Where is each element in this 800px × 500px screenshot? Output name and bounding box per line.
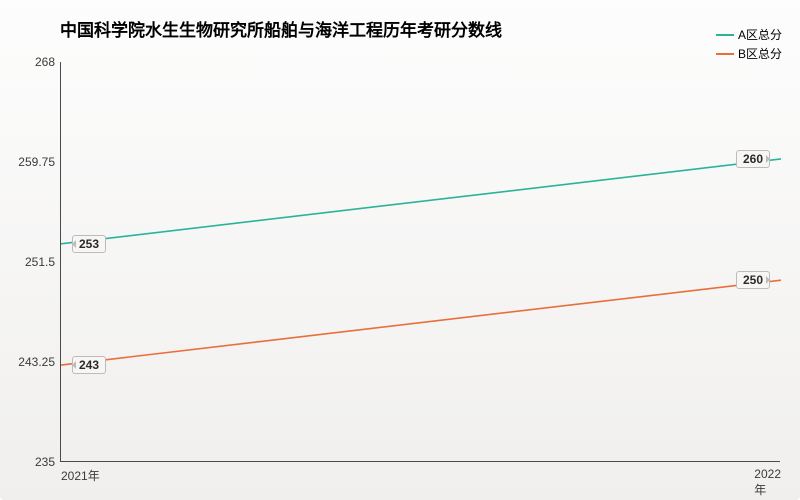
point-label: 253 [72, 235, 106, 253]
xtick-label: 2022年 [754, 467, 781, 498]
ytick-label: 268 [35, 55, 55, 69]
legend-swatch-a [716, 34, 734, 36]
xtick-label: 2021年 [61, 467, 100, 484]
legend-swatch-b [716, 53, 734, 55]
ytick-label: 251.5 [25, 255, 55, 269]
series-line-1 [61, 280, 781, 365]
lines-svg [61, 62, 780, 461]
ytick-label: 243.25 [18, 355, 55, 369]
point-label: 243 [72, 356, 106, 374]
legend-label-a: A区总分 [738, 26, 782, 43]
legend-item-b: B区总分 [716, 45, 782, 62]
point-label: 250 [736, 271, 770, 289]
chart-title: 中国科学院水生生物研究所船舶与海洋工程历年考研分数线 [60, 16, 502, 41]
legend-label-b: B区总分 [738, 45, 782, 62]
series-line-0 [61, 159, 781, 244]
legend: A区总分 B区总分 [716, 26, 782, 64]
point-label: 260 [736, 150, 770, 168]
plot-area: 235243.25251.5259.752682021年2022年2532602… [60, 62, 780, 462]
ytick-label: 259.75 [18, 155, 55, 169]
ytick-label: 235 [35, 455, 55, 469]
chart-container: 中国科学院水生生物研究所船舶与海洋工程历年考研分数线 A区总分 B区总分 235… [0, 0, 800, 500]
legend-item-a: A区总分 [716, 26, 782, 43]
